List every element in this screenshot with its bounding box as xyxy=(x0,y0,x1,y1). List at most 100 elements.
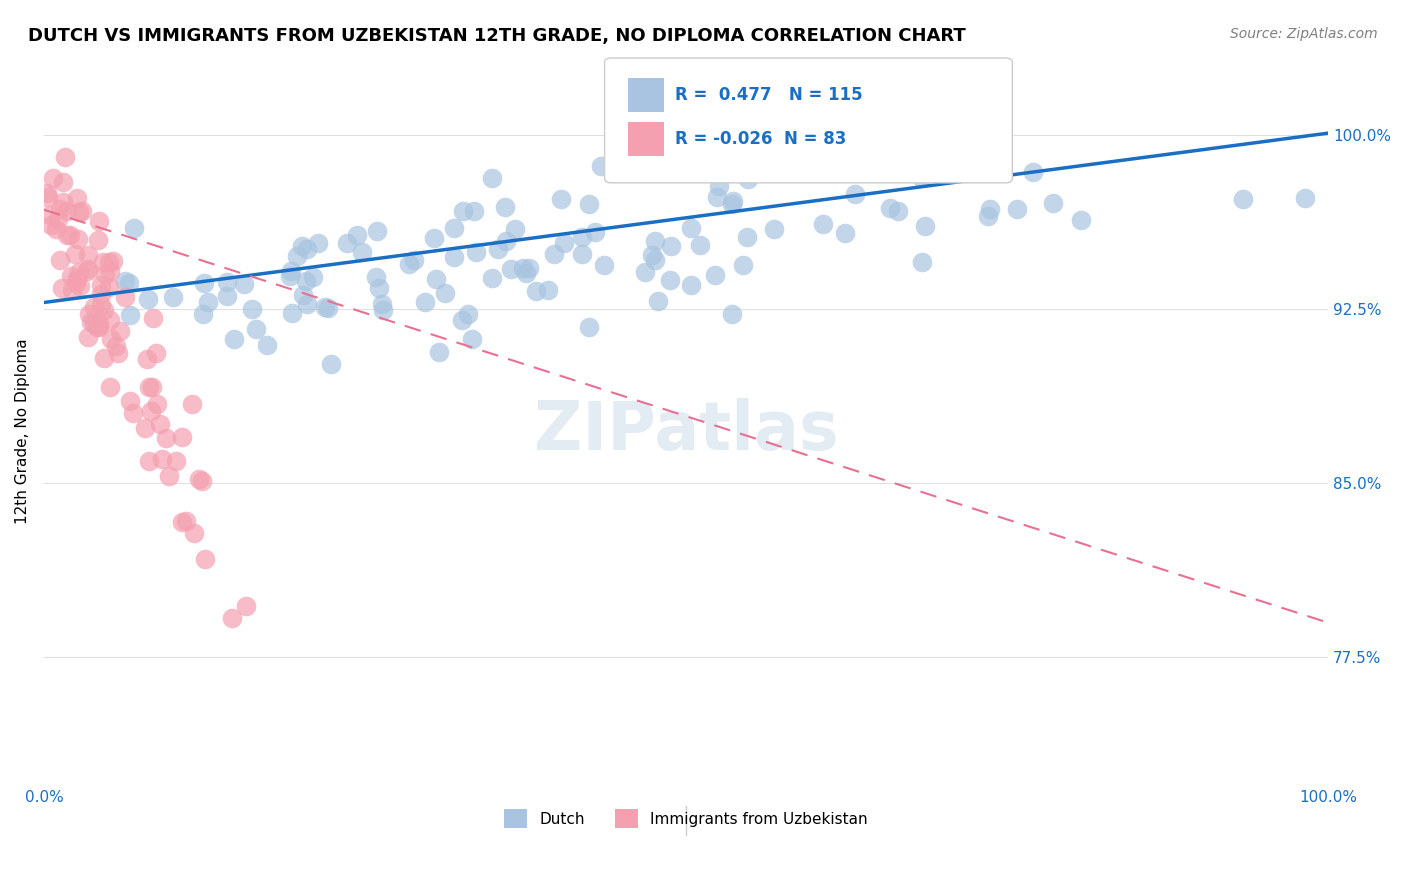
Point xyxy=(583,225,606,239)
Point xyxy=(93,303,115,318)
Point xyxy=(433,285,456,300)
Point xyxy=(45,221,67,235)
Point xyxy=(887,204,910,219)
Point xyxy=(141,403,163,417)
Point xyxy=(721,194,744,208)
Point xyxy=(647,293,669,308)
Point xyxy=(634,265,657,279)
Point xyxy=(114,290,136,304)
Point xyxy=(295,242,318,256)
Point xyxy=(911,255,934,269)
Point xyxy=(367,281,389,295)
Point xyxy=(291,239,314,253)
Point xyxy=(457,307,479,321)
Point xyxy=(83,301,105,315)
Point xyxy=(302,270,325,285)
Point xyxy=(735,230,758,244)
Point xyxy=(120,393,142,408)
Point xyxy=(48,202,70,216)
Point xyxy=(194,552,217,566)
Point xyxy=(280,264,302,278)
Point xyxy=(366,270,388,285)
Point xyxy=(292,288,315,302)
Point xyxy=(659,239,682,253)
Point xyxy=(122,221,145,235)
Point xyxy=(97,255,120,269)
Point xyxy=(295,274,318,288)
Point xyxy=(737,172,759,186)
Point xyxy=(336,235,359,250)
Point xyxy=(165,453,187,467)
Point xyxy=(1042,196,1064,211)
Point xyxy=(98,380,121,394)
Point xyxy=(679,221,702,235)
Point xyxy=(138,380,160,394)
Point xyxy=(162,290,184,304)
Point xyxy=(193,276,215,290)
Point xyxy=(578,197,600,211)
Point xyxy=(1005,202,1028,216)
Point xyxy=(314,301,336,315)
Point xyxy=(770,151,793,165)
Point xyxy=(451,204,474,219)
Point xyxy=(191,475,214,489)
Text: R =  0.477   N = 115: R = 0.477 N = 115 xyxy=(675,86,862,103)
Point xyxy=(67,205,90,219)
Point xyxy=(49,253,72,268)
Point xyxy=(77,248,100,262)
Point xyxy=(524,284,547,298)
Point xyxy=(98,280,121,294)
Point xyxy=(233,277,256,291)
Point xyxy=(235,599,257,613)
Point xyxy=(763,222,786,236)
Point xyxy=(41,218,63,232)
Point xyxy=(731,258,754,272)
Point xyxy=(1232,192,1254,206)
Point xyxy=(515,266,537,280)
Point xyxy=(571,246,593,260)
Point xyxy=(979,202,1001,216)
Point xyxy=(146,397,169,411)
Point xyxy=(423,230,446,244)
Point xyxy=(145,346,167,360)
Point xyxy=(66,232,89,246)
Point xyxy=(121,406,143,420)
Point xyxy=(319,357,342,371)
Point xyxy=(578,319,600,334)
Point xyxy=(70,204,93,219)
Point xyxy=(402,253,425,268)
Point xyxy=(87,318,110,332)
Point xyxy=(706,190,728,204)
Point xyxy=(1294,191,1316,205)
Point xyxy=(155,432,177,446)
Point xyxy=(245,322,267,336)
Point xyxy=(352,245,374,260)
Point xyxy=(55,204,77,219)
Point xyxy=(222,332,245,346)
Point xyxy=(46,212,69,227)
Point xyxy=(191,307,214,321)
Point xyxy=(118,309,141,323)
Point xyxy=(63,247,86,261)
Point xyxy=(503,221,526,235)
Point xyxy=(100,332,122,346)
Point xyxy=(240,301,263,316)
Point xyxy=(105,339,128,353)
Point xyxy=(86,320,108,334)
Point xyxy=(142,310,165,325)
Point xyxy=(911,171,934,186)
Point xyxy=(495,234,517,248)
Point xyxy=(281,306,304,320)
Point xyxy=(172,515,194,529)
Point xyxy=(53,150,76,164)
Point xyxy=(110,324,132,338)
Point xyxy=(425,272,447,286)
Point xyxy=(90,286,112,301)
Point xyxy=(215,275,238,289)
Point xyxy=(316,301,339,315)
Point xyxy=(107,346,129,360)
Point xyxy=(93,255,115,269)
Point xyxy=(65,276,87,290)
Point xyxy=(76,330,98,344)
Point xyxy=(138,454,160,468)
